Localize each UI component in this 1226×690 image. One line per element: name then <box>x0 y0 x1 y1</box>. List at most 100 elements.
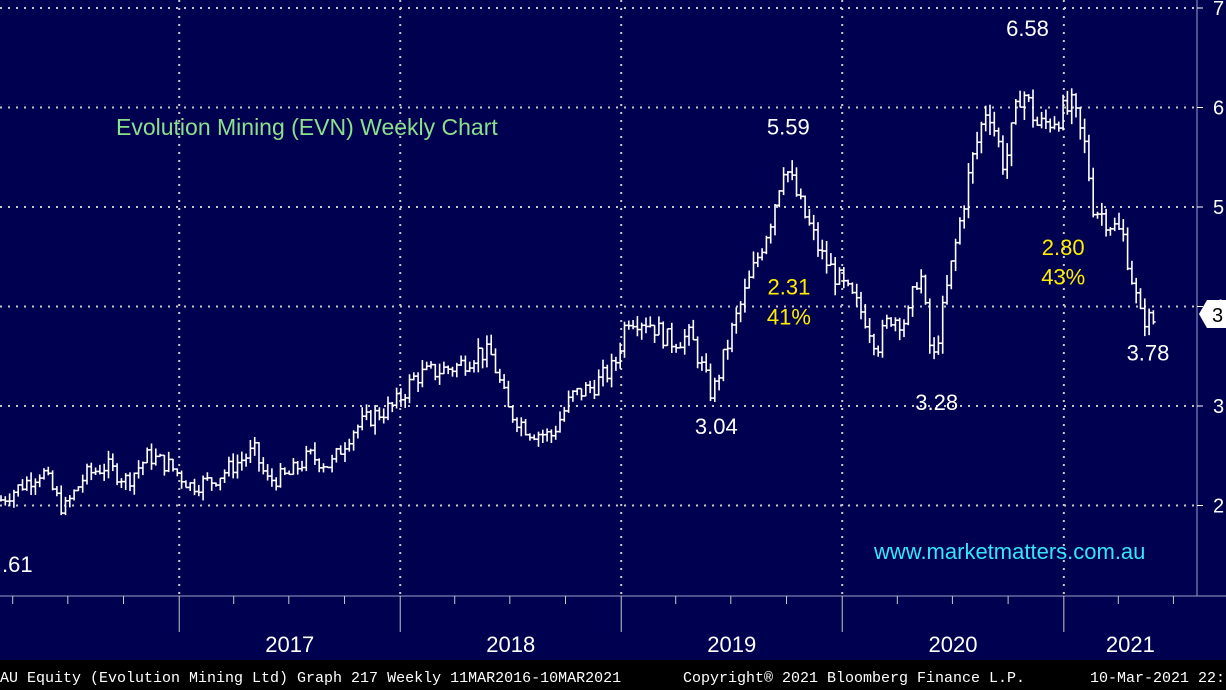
price-bar <box>811 214 816 241</box>
price-bar <box>114 463 120 486</box>
price-bar <box>325 466 330 469</box>
price-bar <box>820 239 825 260</box>
price-bar <box>609 353 614 388</box>
price-bar <box>841 267 846 289</box>
price-bar <box>1060 94 1066 131</box>
price-bar <box>583 382 588 397</box>
price-bar <box>377 407 382 421</box>
price-bar <box>673 343 679 353</box>
y-tick-label: 5 <box>1213 197 1224 219</box>
price-bar <box>682 328 687 355</box>
price-bar <box>1035 116 1040 126</box>
price-bar <box>1005 143 1010 179</box>
price-bar <box>1082 118 1087 154</box>
price-bar <box>897 317 902 341</box>
price-bar <box>106 450 111 479</box>
price-bar <box>231 453 236 479</box>
price-bar <box>1039 111 1044 129</box>
price-bar <box>390 402 395 413</box>
last-price-marker: 3 <box>1199 300 1226 328</box>
price-bar <box>489 334 494 356</box>
price-bar <box>802 195 808 219</box>
price-bar <box>626 320 631 330</box>
price-bar <box>471 360 477 373</box>
price-bar <box>84 463 90 485</box>
price-bar <box>209 477 214 491</box>
price-bar <box>549 429 554 444</box>
price-bar <box>170 458 176 472</box>
price-bar <box>953 238 958 272</box>
price-bar <box>888 317 894 327</box>
price-bar <box>923 274 928 305</box>
price-bar <box>532 434 537 441</box>
footer-left: AU Equity (Evolution Mining Ltd) Graph 2… <box>0 670 621 687</box>
watermark-link[interactable]: www.marketmatters.com.au <box>873 539 1145 564</box>
year-label: 2018 <box>486 632 535 657</box>
price-bar <box>140 461 146 476</box>
price-bar <box>205 472 210 481</box>
price-bar <box>854 283 859 307</box>
price-bar <box>360 407 365 431</box>
year-label: 2019 <box>707 632 756 657</box>
price-bar <box>661 321 666 349</box>
price-bar <box>274 477 279 491</box>
price-bar <box>463 355 468 376</box>
year-labels: 2017 2018 2019 2020 2021 <box>265 632 1155 657</box>
price-bar <box>304 445 309 472</box>
price-bar <box>149 443 154 470</box>
price-bar <box>28 472 34 496</box>
price-bar <box>858 291 864 320</box>
price-bar <box>665 327 670 347</box>
annotation-label: 3.78 <box>1127 340 1170 365</box>
price-bar <box>484 335 490 368</box>
chart-title: Evolution Mining (EVN) Weekly Chart <box>116 114 498 140</box>
price-bar <box>833 257 838 296</box>
price-bar <box>291 458 296 476</box>
price-bar <box>837 267 842 285</box>
annotation-label: 6.58 <box>1006 16 1049 41</box>
price-bar <box>536 431 541 447</box>
price-bar <box>966 163 971 219</box>
price-bar <box>454 362 459 378</box>
annotation-label: 2.31 <box>768 275 811 300</box>
price-bar <box>37 474 42 488</box>
price-bar <box>884 314 889 329</box>
price-bar <box>317 458 322 473</box>
price-bar <box>919 269 924 294</box>
price-bar <box>544 428 550 442</box>
price-bar <box>364 404 369 421</box>
price-bar <box>162 454 167 476</box>
price-bar <box>54 486 60 497</box>
price-bar <box>1069 88 1074 125</box>
price-bar <box>1095 211 1100 219</box>
price-bar <box>1030 89 1036 128</box>
price-bar <box>807 209 812 226</box>
price-bar <box>605 364 610 383</box>
price-bar <box>97 464 103 475</box>
year-label: 2020 <box>929 632 978 657</box>
price-bar <box>321 463 326 473</box>
price-bar <box>777 190 782 208</box>
price-bar <box>1009 122 1014 167</box>
price-bar <box>119 478 124 489</box>
price-bar <box>983 105 988 132</box>
price-bar <box>587 380 593 394</box>
price-bar <box>785 171 791 183</box>
y-tick-label: 6 <box>1213 98 1224 120</box>
x-axis-ticks <box>12 596 1174 632</box>
price-bar <box>570 390 576 402</box>
price-bar <box>24 476 29 491</box>
price-bar <box>596 369 601 396</box>
price-bar <box>1151 310 1156 325</box>
price-bar <box>1013 99 1018 125</box>
price-bar <box>738 301 743 323</box>
price-bar <box>372 405 378 435</box>
price-bar <box>192 478 197 496</box>
price-bar <box>630 320 636 330</box>
price-bar <box>411 372 416 381</box>
price-bar <box>562 406 567 422</box>
price-bar <box>127 472 133 492</box>
price-bar <box>183 480 189 489</box>
price-bar <box>33 478 38 495</box>
price-bar <box>635 316 640 337</box>
